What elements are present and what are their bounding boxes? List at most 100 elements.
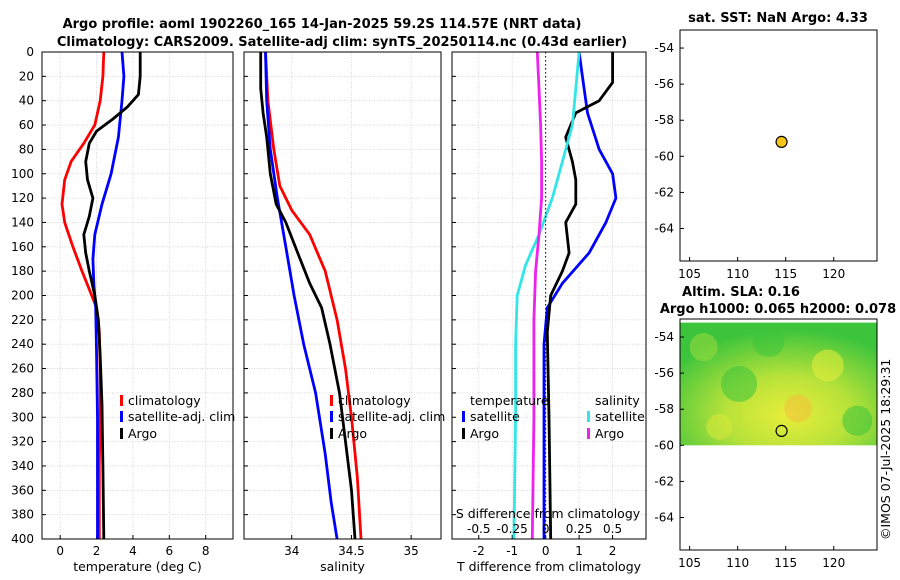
series-line-argo [545, 52, 614, 540]
x-tick-label: 34 [284, 544, 299, 558]
y-tick-label: 400 [11, 532, 34, 546]
temperature-panel: 0 20 40 60 80 100 120 140 160 180 200 220 240 260 280 3… [11, 45, 235, 574]
legend-label: Argo [338, 426, 367, 441]
map-x-tick-label: 110 [726, 267, 749, 281]
x-tick-label: 35 [404, 544, 419, 558]
x-tick-label: 1 [575, 544, 583, 558]
x-axis-label: salinity [320, 559, 365, 574]
y-tick-label: 0 [26, 45, 34, 59]
y-tick-label: 60 [19, 118, 34, 132]
sla-map-panel: Altim. SLA: 0.16 Argo h1000: 0.065 h2000… [654, 285, 896, 570]
y-tick-label: 260 [11, 362, 34, 376]
map-x-tick-label: 105 [678, 556, 701, 570]
y-tick-label: 200 [11, 289, 34, 303]
sla-texture [842, 405, 873, 436]
map-y-tick-label: -62 [654, 474, 674, 488]
top-axis-label: S difference from climatology [456, 506, 641, 521]
y-tick-label: 120 [11, 191, 34, 205]
x-tick-label: -2 [473, 544, 485, 558]
map-x-tick-label: 115 [774, 267, 797, 281]
figure-title-line2: Climatology: CARS2009. Satellite-adj cli… [57, 35, 627, 50]
legend-swatch-argo [120, 428, 123, 439]
legend-label: Argo [595, 426, 624, 441]
y-tick-label: 240 [11, 337, 34, 351]
map-x-tick-label: 120 [822, 267, 845, 281]
y-tick-label: 320 [11, 435, 34, 449]
argo-location-marker [775, 135, 788, 148]
legend-header-salinity: salinity [595, 393, 640, 408]
watermark: ©IMOS 07-Jul-2025 18:29:31 [878, 359, 893, 540]
series-line-satellite [91, 51, 126, 539]
sst-map-title: sat. SST: NaN Argo: 4.33 [688, 11, 868, 26]
legend-label: Argo [128, 426, 157, 441]
legend-label: satellite [470, 409, 520, 424]
series-line-magenta [530, 51, 543, 540]
axes-frame [243, 51, 442, 540]
legend-swatch-climatology [120, 395, 123, 406]
top-tick-label: 0.25 [566, 522, 593, 536]
y-tick-label: 20 [19, 69, 34, 83]
series-line-argo [82, 52, 142, 540]
sla-texture [721, 365, 758, 402]
x-tick-label: 8 [202, 544, 210, 558]
y-tick-label: 140 [11, 215, 34, 229]
x-tick-label: 4 [129, 544, 137, 558]
y-tick-label: 100 [11, 167, 34, 181]
map-y-tick-label: -60 [654, 149, 674, 163]
y-tick-label: 360 [11, 483, 34, 497]
legend-label: satellite-adj. clim [128, 409, 235, 424]
legend-label: Argo [470, 426, 499, 441]
legend-swatch-climatology [330, 395, 333, 406]
map-y-tick-label: -56 [654, 366, 674, 380]
legend-swatch-satellite [330, 411, 333, 422]
legend-label: climatology [338, 393, 411, 408]
map-frame [679, 318, 878, 551]
x-tick-label: 0 [542, 544, 550, 558]
map-y-tick-label: -62 [654, 185, 674, 199]
legend-swatch-magenta [587, 428, 590, 439]
legend-swatch-argo [462, 428, 465, 439]
sst-map-panel: sat. SST: NaN Argo: 4.33 -54 -56 -58 -60 -62… [654, 11, 878, 281]
y-tick-label: 80 [19, 142, 34, 156]
y-tick-label: 180 [11, 264, 34, 278]
y-tick-label: 300 [11, 410, 34, 424]
y-tick-label: 280 [11, 386, 34, 400]
x-axis-label: T difference from climatology [456, 559, 642, 574]
y-tick-label: 340 [11, 459, 34, 473]
series-line-satellite [264, 51, 339, 540]
argo-location-marker [775, 424, 788, 437]
series-line-argo [259, 52, 357, 540]
legend-label: satellite [595, 409, 645, 424]
legend-header-temperature: temperature [470, 393, 549, 408]
x-axis-label: temperature (deg C) [73, 559, 202, 574]
sla-texture [752, 325, 785, 358]
map-y-tick-label: -58 [654, 402, 674, 416]
legend-label: climatology [128, 393, 201, 408]
sla-map-title-line1: Altim. SLA: 0.16 [682, 285, 800, 300]
legend-swatch-cyan [587, 411, 590, 422]
x-tick-label: 34.5 [338, 544, 365, 558]
y-tick-label: 160 [11, 240, 34, 254]
x-tick-label: 2 [93, 544, 101, 558]
figure-title-line1: Argo profile: aoml 1902260_165 14-Jan-20… [63, 17, 582, 32]
x-tick-label: 2 [609, 544, 617, 558]
axes-frame [41, 51, 234, 540]
map-y-tick-label: -64 [654, 222, 674, 236]
map-y-tick-label: -60 [654, 438, 674, 452]
sla-texture [784, 394, 813, 423]
map-x-tick-label: 120 [822, 556, 845, 570]
sla-texture [689, 333, 718, 362]
y-tick-label: 220 [11, 313, 34, 327]
map-y-tick-label: -58 [654, 113, 674, 127]
y-tick-label: 40 [19, 94, 34, 108]
x-tick-label: -1 [506, 544, 518, 558]
map-y-tick-label: -54 [654, 41, 674, 55]
top-tick-label: 0.5 [603, 522, 622, 536]
map-x-tick-label: 110 [726, 556, 749, 570]
map-x-tick-label: 115 [774, 556, 797, 570]
map-y-tick-label: -56 [654, 77, 674, 91]
difference-panel: -2 -1 0 1 2T difference from climatology -0.5… [451, 51, 647, 574]
legend-swatch-satellite [462, 411, 465, 422]
legend-swatch-satellite [120, 411, 123, 422]
